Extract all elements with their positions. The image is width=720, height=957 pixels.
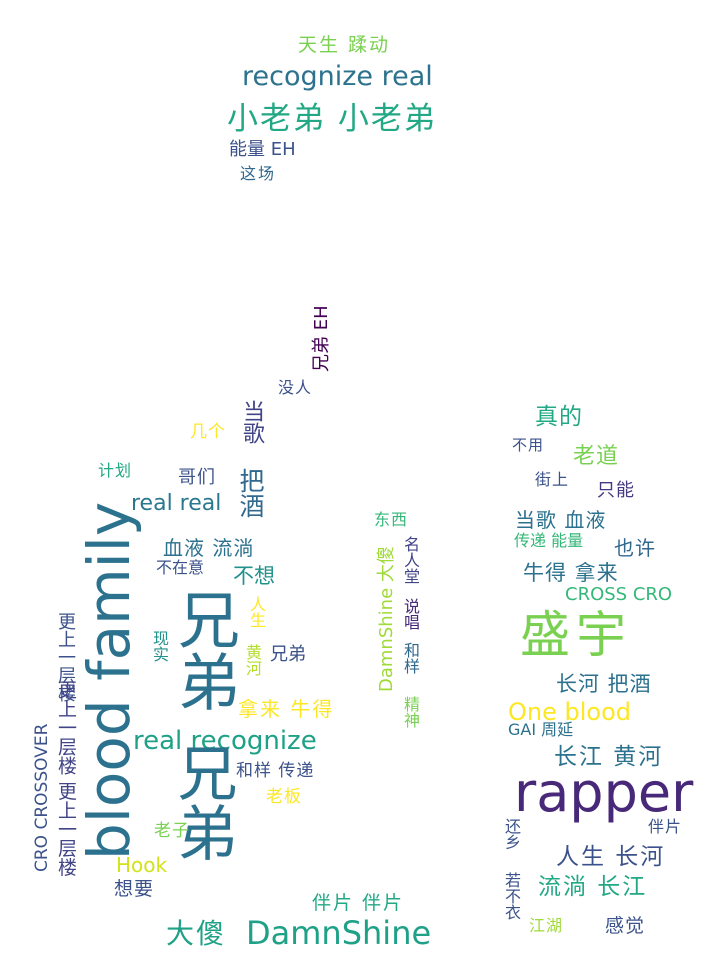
word: 老板 xyxy=(266,787,302,807)
word: 更上一层楼 更上一层楼 xyxy=(55,680,77,877)
word: 更上一层楼 xyxy=(55,612,76,702)
word: CRO CROSSOVER xyxy=(32,723,52,872)
word: 街上 xyxy=(535,470,570,489)
word: GAI 周延 xyxy=(508,720,574,739)
word: real real xyxy=(131,491,222,516)
word: 把酒 xyxy=(236,468,265,518)
word: 传递 能量 xyxy=(514,531,584,550)
word: 还乡 xyxy=(502,818,521,850)
word: 大傻 xyxy=(166,917,227,950)
word: 精神 xyxy=(401,696,420,728)
word: 计划 xyxy=(98,461,133,480)
word: 东西 xyxy=(374,510,409,529)
word: 长河 把酒 xyxy=(556,672,652,696)
word: 现实 xyxy=(150,630,169,662)
word: 伴片 xyxy=(648,817,683,836)
word: 当歌 xyxy=(239,400,264,444)
word: 老子 xyxy=(154,821,190,841)
word: 兄弟 EH xyxy=(311,305,332,372)
word: 兄弟 xyxy=(270,644,306,665)
word: 和样 xyxy=(401,642,420,674)
word: real recognize xyxy=(133,726,317,756)
word: 人生 长河 xyxy=(556,844,666,870)
word: 不在意 xyxy=(156,558,205,577)
word: 说唱 xyxy=(401,598,420,630)
word: 不想 xyxy=(233,564,275,588)
word: 牛得 拿来 xyxy=(523,561,619,585)
word: 和样 传递 xyxy=(236,761,315,781)
word: rapper xyxy=(514,761,694,824)
word: 真的 xyxy=(535,404,583,430)
word: 能量 EH xyxy=(229,139,296,160)
word: 伴片 伴片 xyxy=(312,892,405,914)
word: 想要 xyxy=(114,878,155,900)
word: 只能 xyxy=(597,480,635,501)
word: CROSS CRO xyxy=(565,584,673,605)
word: 老道 xyxy=(573,444,620,469)
word: recognize real xyxy=(242,61,433,92)
word: Hook xyxy=(116,853,168,877)
word: 兄弟 xyxy=(167,588,240,712)
word: 名人堂 xyxy=(401,536,420,584)
word: 人生 xyxy=(247,596,266,628)
word: 这场 xyxy=(240,164,277,183)
word: 血液 流淌 xyxy=(163,536,255,560)
word: One blood xyxy=(508,698,631,726)
word: blood family xyxy=(75,501,143,860)
word: DamnShine 大傻 xyxy=(376,546,397,692)
word: 盛宇 xyxy=(520,606,632,664)
word: 兄弟 xyxy=(167,742,237,862)
word: 没人 xyxy=(278,378,313,397)
word: 哥们 xyxy=(178,467,216,488)
word: 江湖 xyxy=(529,916,564,935)
word: 拿来 牛得 xyxy=(238,697,335,721)
word: 几个 xyxy=(190,422,226,442)
word: 当歌 血液 xyxy=(515,508,607,532)
word: 若不衣 xyxy=(502,872,521,920)
word: 长江 黄河 xyxy=(554,744,664,770)
word: 感觉 xyxy=(605,915,646,937)
word: 小老弟 小老弟 xyxy=(227,101,437,137)
word: 也许 xyxy=(614,536,656,560)
word: 流淌 长江 xyxy=(538,874,648,900)
word: 天生 蹂动 xyxy=(298,34,391,56)
word: 不用 xyxy=(512,436,545,454)
word: DamnShine xyxy=(246,914,432,952)
word: 黄河 xyxy=(243,644,262,676)
